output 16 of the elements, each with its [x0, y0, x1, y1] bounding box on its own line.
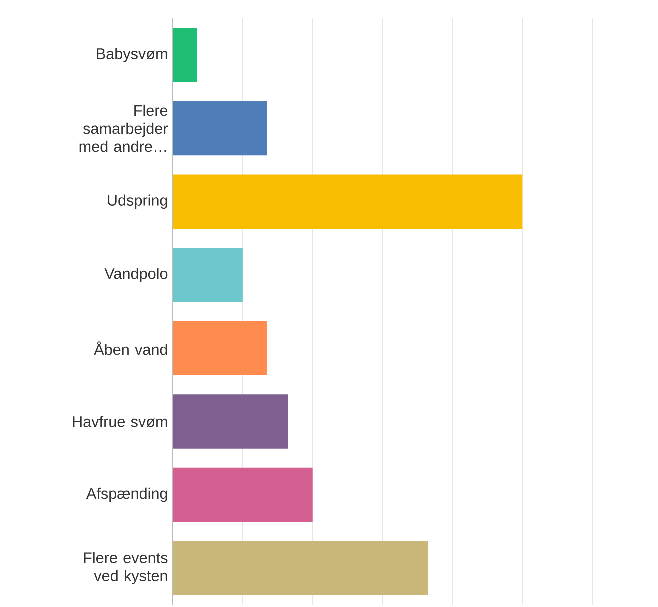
bar	[173, 174, 523, 229]
bar	[173, 541, 428, 596]
bar	[173, 28, 198, 82]
y-tick-label: Havfrue svøm	[73, 416, 168, 428]
y-tick-label: Babysvøm	[97, 48, 168, 62]
bar	[173, 321, 268, 376]
y-tick-label: Afspænding	[86, 488, 168, 502]
bar	[173, 248, 243, 302]
y-tick-label: Flere events ved kysten	[84, 552, 168, 584]
y-tick-label: Åben vand	[94, 342, 168, 356]
y-tick-label: Vandpolo	[104, 268, 168, 282]
y-tick-label: Udspring	[108, 194, 168, 209]
bar	[173, 101, 268, 156]
bar	[173, 468, 313, 522]
y-tick-label: Flere samarbejder med andre…	[80, 104, 168, 152]
bar	[173, 394, 288, 449]
